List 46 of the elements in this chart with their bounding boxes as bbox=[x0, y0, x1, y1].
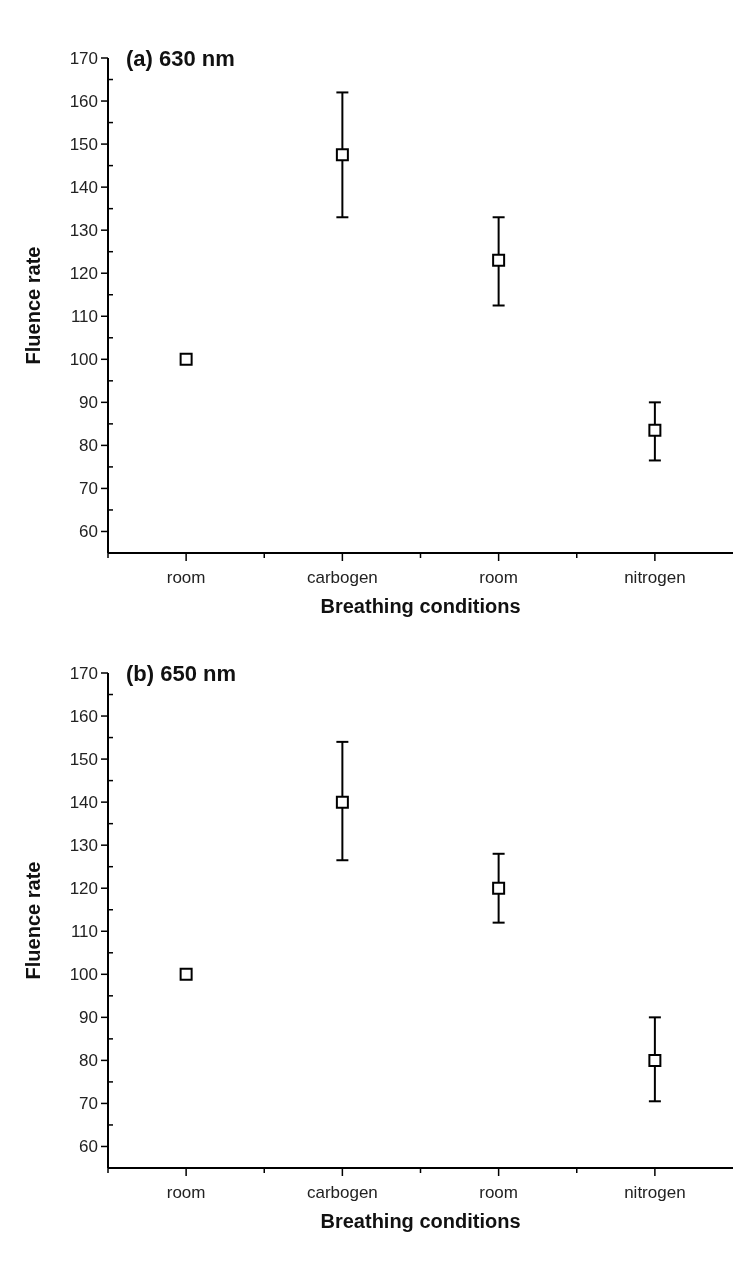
y-tick-label: 150 bbox=[69, 750, 98, 770]
y-tick-label: 170 bbox=[69, 48, 98, 68]
y-tick-label: 60 bbox=[79, 522, 98, 542]
y-tick-label: 60 bbox=[79, 1137, 98, 1157]
point bbox=[335, 148, 349, 162]
point bbox=[648, 423, 662, 437]
y-tick-label: 120 bbox=[69, 264, 98, 284]
point bbox=[492, 881, 506, 895]
x-axis-title: Breathing conditions bbox=[320, 1210, 521, 1232]
point bbox=[648, 1053, 662, 1067]
chart-title: (a) 630 nm bbox=[126, 46, 235, 71]
y-tick-label: 90 bbox=[79, 393, 98, 413]
y-tick-label: 70 bbox=[79, 1094, 98, 1114]
x-tick-label: room bbox=[479, 568, 518, 587]
y-tick-label: 130 bbox=[69, 221, 98, 241]
y-tick-label: 110 bbox=[70, 307, 98, 327]
point bbox=[179, 967, 193, 981]
x-tick-label: nitrogen bbox=[624, 1183, 686, 1202]
point bbox=[179, 352, 193, 366]
y-tick-label: 110 bbox=[70, 922, 98, 942]
y-tick-label: 100 bbox=[69, 965, 98, 985]
x-axis-title: Breathing conditions bbox=[320, 595, 521, 617]
chart-title: (b) 650 nm bbox=[126, 661, 237, 686]
y-tick-label: 170 bbox=[69, 663, 98, 683]
x-tick-label: room bbox=[479, 1183, 518, 1202]
point bbox=[335, 795, 349, 809]
y-axis-title: Fluence rate bbox=[22, 246, 44, 365]
x-tick-label: carbogen bbox=[306, 568, 378, 587]
y-tick-label: 100 bbox=[69, 350, 98, 370]
x-tick-label: room bbox=[166, 1183, 206, 1202]
y-axis-title: Fluence rate bbox=[22, 861, 44, 980]
x-tick-label: carbogen bbox=[306, 1183, 378, 1202]
y-tick-label: 140 bbox=[69, 793, 98, 813]
y-tick-label: 70 bbox=[79, 479, 98, 499]
y-tick-label: 160 bbox=[69, 91, 98, 111]
y-tick-label: 90 bbox=[79, 1008, 98, 1028]
point bbox=[492, 253, 506, 267]
y-tick-label: 80 bbox=[79, 1051, 98, 1071]
y-tick-label: 80 bbox=[79, 436, 98, 456]
y-tick-label: 120 bbox=[69, 879, 98, 899]
x-tick-label: room bbox=[166, 568, 206, 587]
y-tick-label: 130 bbox=[69, 836, 98, 856]
x-tick-label: nitrogen bbox=[624, 568, 686, 587]
y-tick-label: 160 bbox=[69, 706, 98, 726]
y-tick-label: 140 bbox=[69, 178, 98, 198]
y-tick-label: 150 bbox=[69, 135, 98, 155]
